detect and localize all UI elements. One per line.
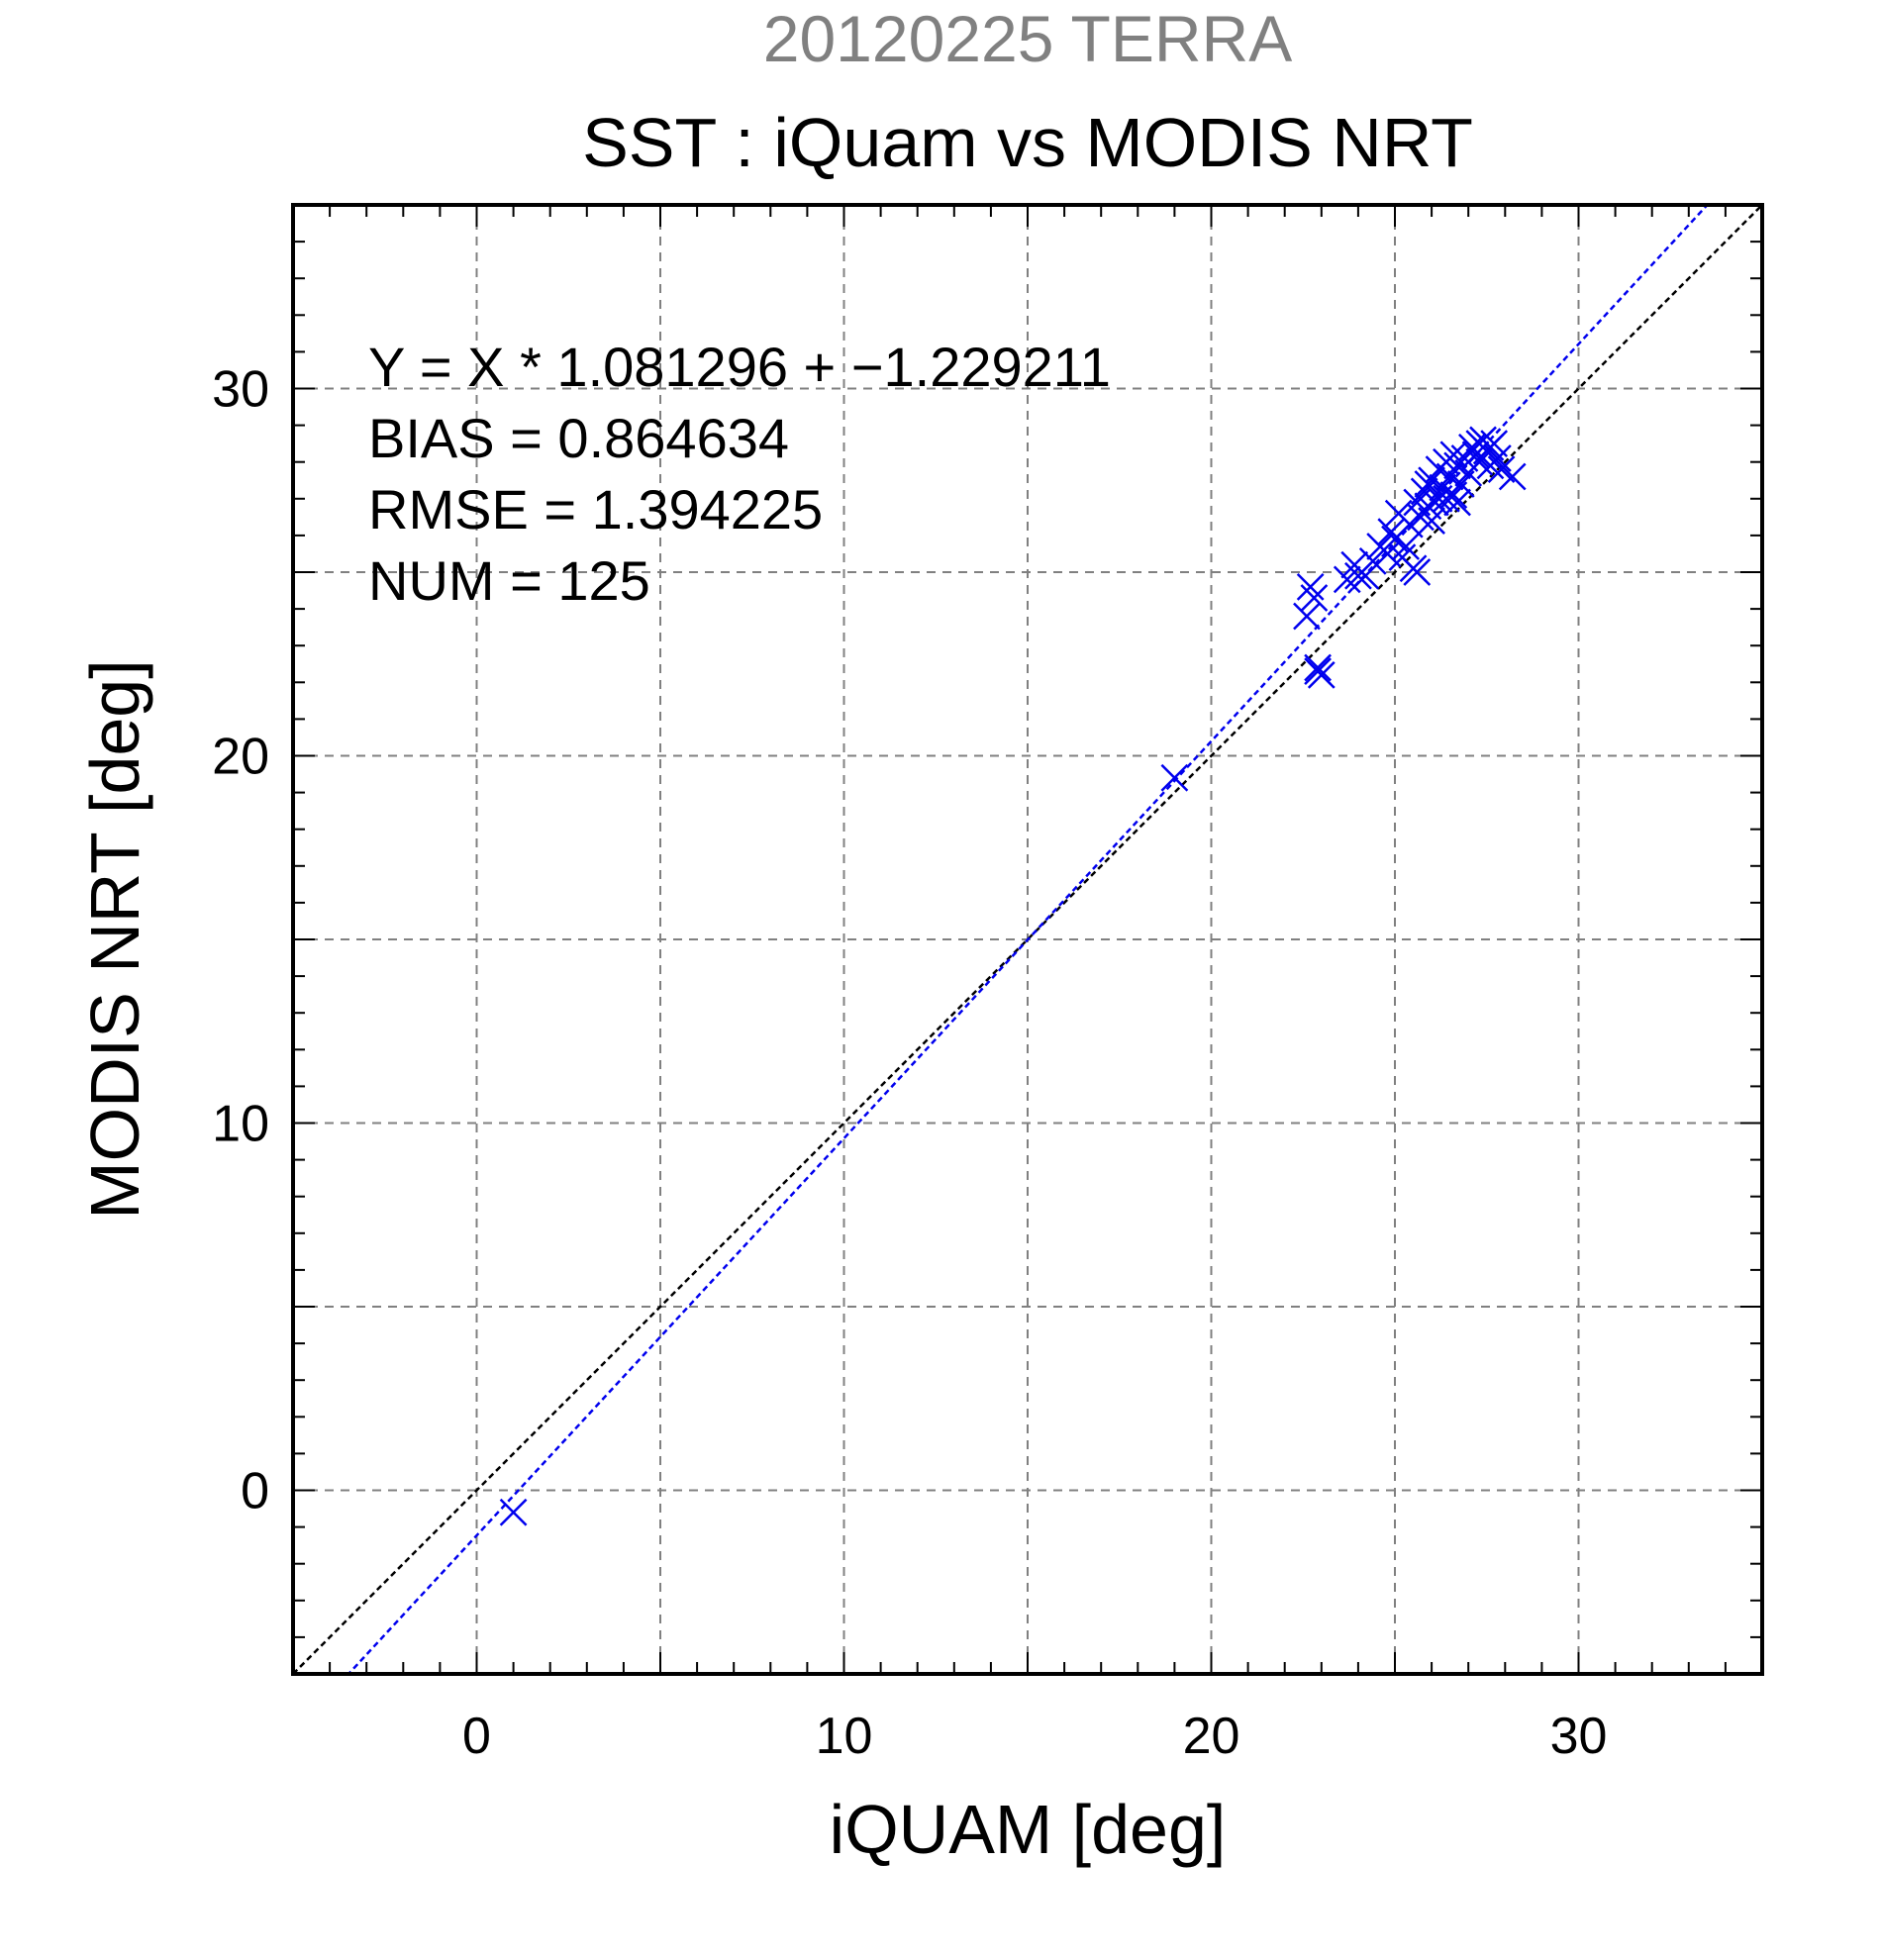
data-points bbox=[499, 426, 1527, 1526]
data-point bbox=[1293, 602, 1321, 631]
data-point bbox=[1465, 430, 1494, 458]
data-point bbox=[1425, 484, 1453, 513]
x-tick-labels: 0 10 20 30 bbox=[462, 1708, 1607, 1765]
data-point bbox=[1433, 484, 1460, 513]
y-tick-label: 20 bbox=[212, 729, 269, 786]
stats-annotation: Y = X * 1.081296 + −1.229211 BIAS = 0.864… bbox=[368, 336, 1111, 612]
data-point bbox=[1358, 546, 1387, 575]
data-point bbox=[1439, 441, 1468, 469]
y-tick-labels: 0 10 20 30 bbox=[212, 361, 269, 1520]
y-tick-label: 10 bbox=[212, 1096, 269, 1153]
plot-frame bbox=[291, 203, 1764, 1676]
data-point bbox=[1498, 462, 1527, 491]
reference-lines bbox=[293, 205, 1762, 1674]
x-axis-label: iQUAM [deg] bbox=[830, 1791, 1227, 1868]
data-point bbox=[1418, 507, 1445, 535]
stats-line: BIAS = 0.864634 bbox=[368, 407, 789, 469]
grid-lines bbox=[293, 205, 1762, 1674]
x-tick-label: 20 bbox=[1183, 1708, 1240, 1765]
data-point bbox=[1333, 565, 1361, 594]
data-point bbox=[1351, 561, 1380, 590]
x-tick-label: 0 bbox=[462, 1708, 491, 1765]
data-point bbox=[1304, 653, 1332, 682]
data-point bbox=[1443, 488, 1471, 517]
data-point bbox=[1300, 584, 1329, 612]
x-tick-label: 30 bbox=[1550, 1708, 1608, 1765]
data-point bbox=[1296, 572, 1325, 601]
fit-line bbox=[346, 205, 1710, 1674]
stats-line: NUM = 125 bbox=[368, 549, 650, 612]
y-tick-label: 30 bbox=[212, 361, 269, 419]
stats-line: RMSE = 1.394225 bbox=[368, 478, 823, 540]
data-point bbox=[1403, 558, 1432, 586]
chart-supertitle: 20120225 TERRA bbox=[763, 2, 1292, 75]
chart-title: SST : iQuam vs MODIS NRT bbox=[582, 104, 1473, 181]
data-point bbox=[1414, 470, 1442, 498]
x-tick-label: 10 bbox=[816, 1708, 873, 1765]
y-axis-label: MODIS NRT [deg] bbox=[76, 659, 153, 1219]
data-point bbox=[1476, 433, 1505, 461]
data-point bbox=[1160, 763, 1189, 792]
data-point bbox=[499, 1498, 528, 1526]
data-point bbox=[1307, 660, 1336, 689]
y-tick-label: 0 bbox=[241, 1463, 269, 1520]
stats-line: Y = X * 1.081296 + −1.229211 bbox=[368, 336, 1111, 398]
